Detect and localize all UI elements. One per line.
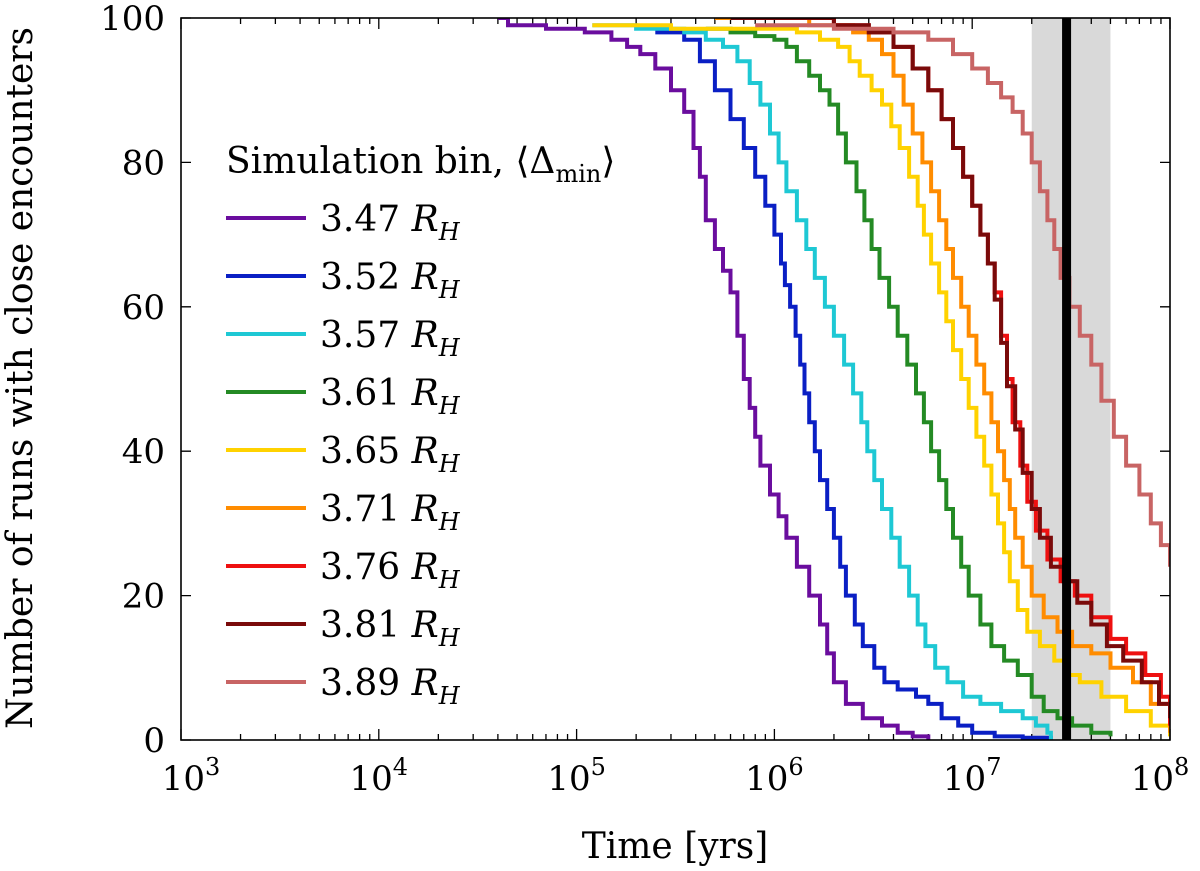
series-line-3-47 (497, 18, 931, 740)
plot-frame (180, 17, 1171, 741)
series-line-3-89 (755, 23, 1170, 567)
y-tick-label: 100 (100, 0, 165, 39)
x-tick-label: 108 (1131, 753, 1190, 799)
series-line-3-65 (592, 23, 1170, 737)
shaded-band (1031, 18, 1111, 740)
legend-label-3-57: 3.57 RH (320, 315, 461, 362)
legend: Simulation bin, ⟨Δmin⟩ 3.47 RH 3.52 RH 3.57… (226, 141, 615, 710)
series-line-3-81 (730, 18, 1170, 719)
legend-label-3-47: 3.47 RH (320, 199, 461, 246)
x-tick-label: 105 (547, 753, 606, 799)
x-axis-title: Time [yrs] (582, 826, 769, 867)
series-layer (497, 18, 1170, 740)
y-axis-title: Number of runs with close encounters (0, 27, 41, 729)
y-tick-label: 80 (122, 143, 165, 183)
series-line-3-61 (705, 26, 1113, 737)
x-tick-label: 104 (350, 753, 409, 799)
x-tick-label: 103 (162, 753, 221, 799)
x-tick-label: 107 (943, 753, 1002, 799)
y-tick-label: 0 (143, 721, 165, 761)
series-line-3-71 (714, 18, 1170, 733)
x-tick-label: 106 (745, 753, 804, 799)
legend-label-3-81: 3.81 RH (320, 605, 461, 652)
y-tick-label: 60 (122, 288, 165, 328)
series-line-3-52 (655, 30, 1053, 740)
shaded-band-layer (1031, 18, 1111, 740)
y-tick-label: 40 (122, 432, 165, 472)
y-tick-label: 20 (122, 577, 165, 617)
legend-label-3-65: 3.65 RH (320, 431, 461, 478)
legend-label-3-76: 3.76 RH (320, 547, 461, 594)
legend-label-3-89: 3.89 RH (320, 663, 461, 710)
legend-label-3-52: 3.52 RH (320, 257, 461, 304)
tick-labels: 103 104 105 106 107 108 0 20 40 60 80 100 (100, 0, 1189, 799)
legend-title: Simulation bin, ⟨Δmin⟩ (226, 141, 615, 188)
legend-label-3-61: 3.61 RH (320, 373, 461, 420)
legend-label-3-71: 3.71 RH (320, 489, 461, 536)
series-line-3-57 (592, 23, 1053, 740)
